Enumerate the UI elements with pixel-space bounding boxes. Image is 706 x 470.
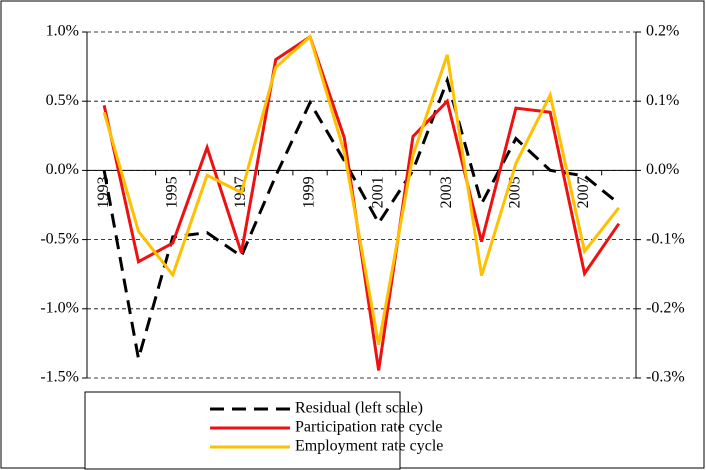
x-tick-label: 1999 (301, 176, 318, 208)
x-tick-label: 1993 (95, 176, 112, 208)
x-tick-label: 1995 (163, 176, 180, 208)
y-tick-label: -1.0% (40, 299, 79, 316)
y2-tick-label: -0.2% (646, 299, 685, 316)
series-line (102, 34, 621, 371)
legend-label: Participation rate cycle (295, 419, 442, 436)
y2-tick-label: 0.0% (646, 161, 679, 178)
y-tick-label: 1.0% (46, 23, 79, 40)
x-tick-label: 2001 (369, 176, 386, 208)
x-tick-label: 2003 (438, 176, 455, 208)
y2-tick-label: -0.1% (646, 230, 685, 247)
legend-box (84, 391, 401, 470)
y2-tick-label: 0.2% (646, 23, 679, 40)
y-tick-label: -1.5% (40, 369, 79, 386)
legend-label: Employment rate cycle (295, 438, 443, 455)
y-tick-label: -0.5% (40, 230, 79, 247)
y2-tick-label: 0.1% (646, 92, 679, 109)
series-line (102, 75, 620, 360)
y-tick-label: 0.0% (46, 161, 79, 178)
x-tick-label: 2007 (575, 176, 592, 208)
y2-tick-label: -0.3% (646, 369, 685, 386)
y-tick-label: 0.5% (46, 92, 79, 109)
legend-label: Residual (left scale) (295, 400, 423, 417)
series-line (102, 34, 621, 346)
